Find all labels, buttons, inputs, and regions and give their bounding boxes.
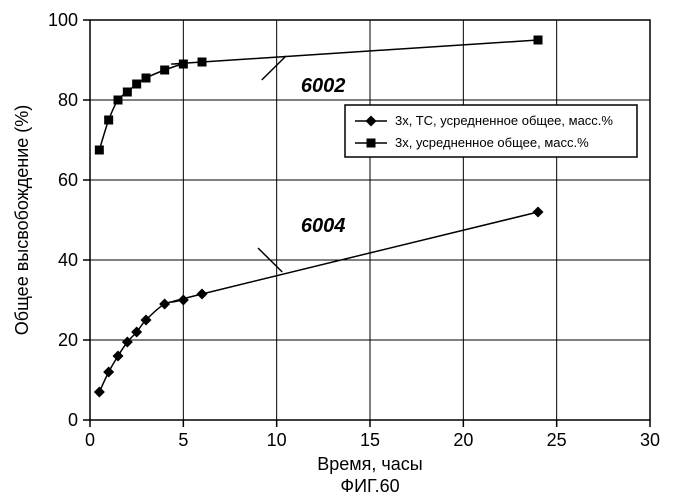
chart-svg: 0 5 10 15 20 25 30 0 20 40 60 80 100 Время, часы Общее…: [0, 0, 699, 500]
marker-square-icon: [114, 96, 123, 105]
y-axis-title: Общее высвобождение (%): [12, 105, 32, 335]
figure-container: 0 5 10 15 20 25 30 0 20 40 60 80 100 Время, часы Общее…: [0, 0, 699, 500]
figure-caption: ФИГ.60: [340, 476, 399, 496]
marker-diamond-icon: [197, 289, 208, 300]
marker-diamond-icon: [113, 351, 124, 362]
marker-square-icon: [132, 80, 141, 89]
marker-diamond-icon: [178, 295, 189, 306]
x-tick-label: 25: [547, 430, 567, 450]
legend-label: 3x, TC, усредненное общее, масс.%: [395, 113, 613, 128]
marker-diamond-icon: [159, 299, 170, 310]
x-axis-title: Время, часы: [317, 454, 422, 474]
marker-square-icon: [95, 146, 104, 155]
y-tick-label: 80: [58, 90, 78, 110]
annotation-6002: 6002: [301, 75, 346, 97]
marker-square-icon: [104, 116, 113, 125]
y-tick-label: 20: [58, 330, 78, 350]
marker-square-icon: [160, 66, 169, 75]
x-tick-label: 5: [178, 430, 188, 450]
marker-square-icon: [198, 58, 207, 67]
x-tick-label: 30: [640, 430, 660, 450]
annotation-6004: 6004: [301, 215, 346, 237]
marker-diamond-icon: [103, 367, 114, 378]
marker-square-icon: [534, 36, 543, 45]
y-tick-label: 60: [58, 170, 78, 190]
legend-label: 3x, усредненное общее, масс.%: [395, 135, 589, 150]
y-tick-label: 100: [48, 10, 78, 30]
marker-square-icon: [123, 88, 132, 97]
marker-diamond-icon: [94, 387, 105, 398]
x-tick-label: 20: [453, 430, 473, 450]
legend: 3x, TC, усредненное общее, масс.% 3x, уср…: [345, 105, 637, 157]
y-tick-label: 40: [58, 250, 78, 270]
legend-marker-square-icon: [367, 139, 376, 148]
marker-diamond-icon: [533, 207, 544, 218]
x-tick-label: 15: [360, 430, 380, 450]
x-tick-label: 0: [85, 430, 95, 450]
marker-square-icon: [179, 60, 188, 69]
annotation-leader-6002: [262, 56, 286, 80]
x-tick-label: 10: [267, 430, 287, 450]
y-tick-label: 0: [68, 410, 78, 430]
marker-square-icon: [142, 74, 151, 83]
